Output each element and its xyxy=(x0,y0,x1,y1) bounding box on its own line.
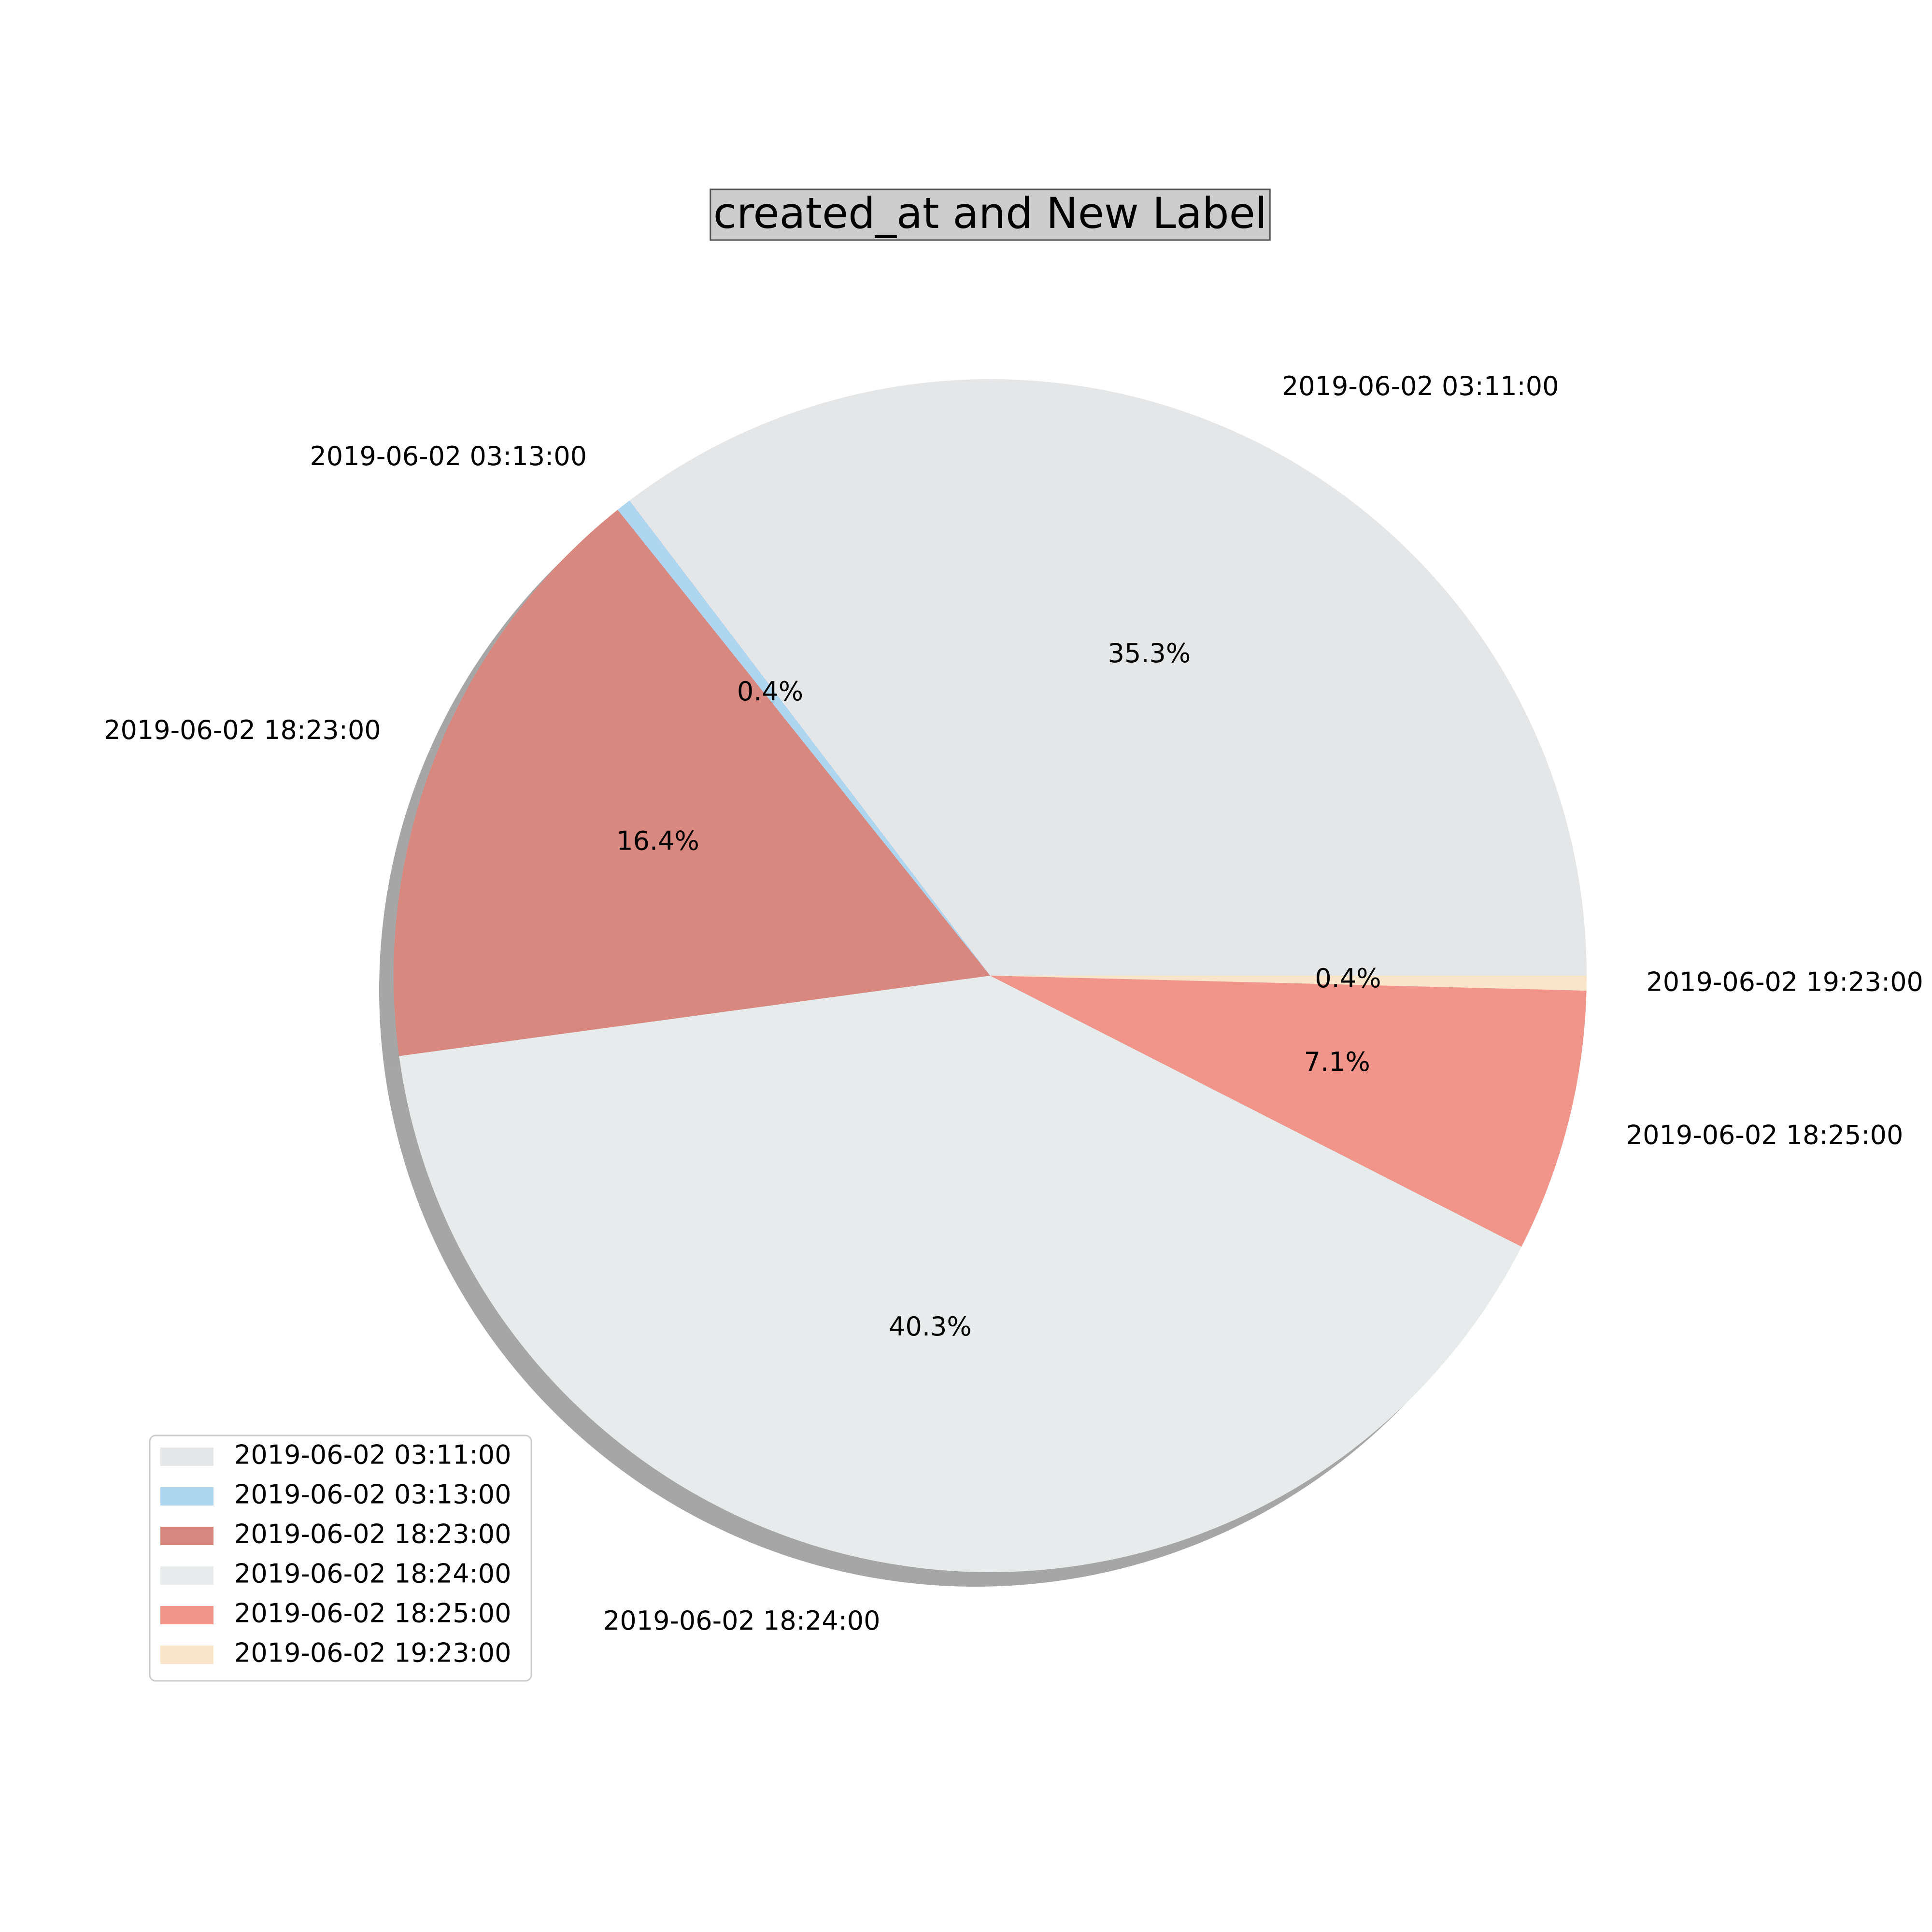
legend-swatch xyxy=(160,1646,213,1664)
slice-label: 2019-06-02 18:23:00 xyxy=(104,715,381,745)
slice-label: 2019-06-02 03:11:00 xyxy=(1282,371,1559,401)
title-background xyxy=(710,188,1271,241)
legend-swatch xyxy=(160,1448,213,1466)
legend-swatch xyxy=(160,1527,213,1545)
legend: 2019-06-02 03:11:00 2019-06-02 03:13:00 20… xyxy=(149,1435,532,1682)
legend-label: 2019-06-02 18:25:00 xyxy=(234,1598,511,1629)
chart-title: created_at and New Label xyxy=(710,188,1271,241)
percent-label: 40.3% xyxy=(889,1311,972,1342)
legend-swatch xyxy=(160,1487,213,1506)
percent-label: 0.4% xyxy=(1315,963,1381,994)
slice-label: 2019-06-02 18:25:00 xyxy=(1626,1120,1904,1151)
legend-label: 2019-06-02 03:11:00 xyxy=(234,1440,511,1470)
slice-label: 2019-06-02 19:23:00 xyxy=(1646,967,1923,997)
legend-swatch xyxy=(160,1606,213,1624)
legend-label: 2019-06-02 18:24:00 xyxy=(234,1559,511,1589)
slice-label: 2019-06-02 03:13:00 xyxy=(310,441,587,471)
title-text: created_at and New Label xyxy=(713,188,1267,238)
pie-slice xyxy=(394,510,991,1056)
slice-labels: 2019-06-02 03:11:00 2019-06-02 03:13:00 20… xyxy=(104,371,1923,1636)
percent-label: 35.3% xyxy=(1108,638,1191,668)
legend-swatch xyxy=(160,1566,213,1585)
legend-items: 2019-06-02 03:11:00 2019-06-02 03:13:00 20… xyxy=(160,1440,511,1668)
pie-slice xyxy=(990,976,1587,1247)
legend-label: 2019-06-02 18:23:00 xyxy=(234,1519,511,1549)
pie-slice xyxy=(629,379,1587,976)
slice-label: 2019-06-02 18:24:00 xyxy=(603,1605,881,1636)
pie-slice xyxy=(990,976,1587,991)
percent-label: 7.1% xyxy=(1304,1047,1370,1077)
pie-slices xyxy=(394,379,1587,1572)
percent-labels: 35.3% 0.4% 16.4% 40.3% 7.1% 0.4% xyxy=(616,638,1381,1342)
legend-frame xyxy=(149,1435,532,1682)
pie-slice xyxy=(399,976,1522,1572)
percent-label: 0.4% xyxy=(737,676,803,707)
legend-label: 2019-06-02 19:23:00 xyxy=(234,1638,511,1668)
percent-label: 16.4% xyxy=(616,825,699,856)
pie-slice xyxy=(617,500,990,976)
legend-label: 2019-06-02 03:13:00 xyxy=(234,1479,511,1510)
